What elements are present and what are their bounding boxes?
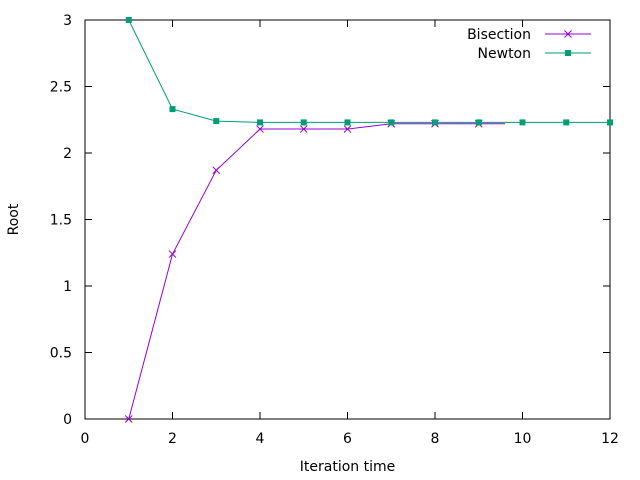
legend-label-bisection: Bisection <box>467 27 531 43</box>
plot-border <box>84 19 611 420</box>
y-tick-label: 2.5 <box>50 80 72 96</box>
marker-stroke <box>212 166 221 175</box>
y-tick-label: 0.5 <box>50 346 72 362</box>
legend-marker-bisection <box>564 30 572 38</box>
data-point <box>563 119 570 126</box>
x-tick-label: 12 <box>601 431 619 447</box>
data-point <box>388 119 395 126</box>
series-newton <box>125 17 613 126</box>
marker-stroke <box>124 415 133 423</box>
x-tick-label: 10 <box>514 431 532 447</box>
axis-ticks: 0 2 4 6 8 10 12 0 0.5 1 1.5 2 2.5 3 <box>50 13 619 447</box>
series-layer <box>124 17 613 423</box>
series-line-bisection <box>128 123 505 420</box>
y-tick-label: 3 <box>63 13 72 29</box>
data-point <box>607 119 613 126</box>
data-point <box>124 415 133 423</box>
data-point <box>344 119 351 126</box>
data-point <box>212 166 221 175</box>
data-point <box>169 106 176 113</box>
x-tick-label: 6 <box>343 431 352 447</box>
data-point <box>475 119 482 126</box>
legend-label-newton: Newton <box>478 46 531 62</box>
data-point <box>299 125 308 133</box>
x-axis-label: Iteration time <box>300 459 395 475</box>
data-point <box>213 118 220 125</box>
data-point <box>125 17 132 23</box>
marker-stroke <box>299 125 308 133</box>
plot-frame <box>84 19 611 420</box>
y-tick-label: 1.5 <box>50 213 72 229</box>
series-line-newton <box>128 19 610 123</box>
data-point <box>257 119 263 126</box>
legend-marker-newton <box>565 50 571 56</box>
data-point <box>343 125 352 133</box>
y-tick-label: 2 <box>63 146 72 162</box>
data-point <box>519 119 526 126</box>
series-bisection <box>124 119 505 423</box>
marker-stroke <box>564 30 572 38</box>
y-tick-label: 0 <box>63 412 72 428</box>
x-tick-label: 4 <box>256 431 265 447</box>
marker-stroke <box>168 250 177 258</box>
data-point <box>168 250 177 258</box>
legend: Bisection Newton <box>467 27 591 62</box>
marker-stroke <box>256 125 264 133</box>
data-point <box>300 119 307 126</box>
y-tick-label: 1 <box>63 279 72 295</box>
data-point <box>256 125 264 133</box>
marker-stroke <box>343 125 352 133</box>
x-tick-label: 0 <box>81 431 90 447</box>
x-tick-label: 2 <box>168 431 177 447</box>
x-tick-label: 8 <box>431 431 440 447</box>
data-point <box>432 119 438 126</box>
y-axis-label: Root <box>6 203 22 235</box>
